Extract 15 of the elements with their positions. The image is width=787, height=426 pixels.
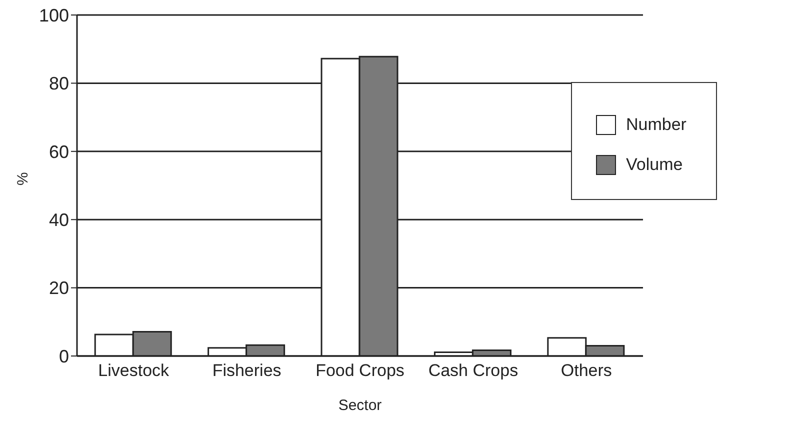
legend-label: Number — [626, 115, 686, 135]
y-tick-label: 80 — [48, 74, 69, 94]
x-tick-label: Food Crops — [316, 361, 404, 380]
x-tick-label: Fisheries — [212, 361, 282, 380]
y-tick-label: 0 — [58, 346, 69, 366]
y-tick-label: 60 — [48, 142, 69, 162]
y-tick-label: 40 — [48, 210, 69, 230]
x-tick-label: Livestock — [98, 361, 170, 380]
x-tick-label: Cash Crops — [428, 361, 518, 380]
legend-label: Volume — [626, 155, 683, 175]
y-axis-title: % — [14, 172, 32, 186]
y-tick-label: 20 — [48, 278, 69, 298]
y-tick-label: 100 — [38, 5, 69, 26]
x-tick-label: Others — [560, 361, 612, 380]
x-axis-title: Sector — [338, 397, 382, 414]
